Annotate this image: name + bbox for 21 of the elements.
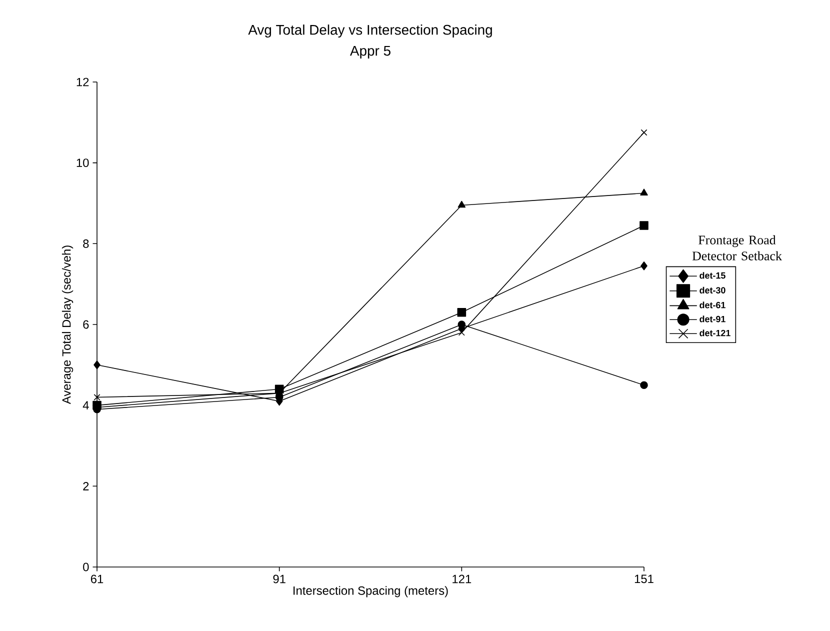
legend-title: Frontage Road Detector Setback xyxy=(692,235,782,260)
chart-title: Avg Total Delay vs Intersection Spacing xyxy=(248,24,492,38)
y-tick-label: 10 xyxy=(76,158,89,168)
y-tick-label: 4 xyxy=(82,401,89,410)
y-tick-label: 8 xyxy=(83,239,89,248)
y-tick-label: 12 xyxy=(76,78,89,86)
x-tick-label: 91 xyxy=(273,574,286,584)
x-tick-label: 121 xyxy=(452,574,472,584)
y-tick-label: 0 xyxy=(83,562,89,572)
x-axis-title: Intersection Spacing (meters) xyxy=(294,586,448,598)
x-tick-label: 151 xyxy=(634,574,654,584)
chart-subtitle: Appr 5 xyxy=(350,46,390,58)
x-tick-label: 61 xyxy=(90,574,104,584)
legend-label: det-91 xyxy=(700,316,726,322)
y-tick-label: 2 xyxy=(83,482,89,490)
y-tick-label: 6 xyxy=(83,320,89,329)
legend-label: det-61 xyxy=(700,302,726,308)
legend-label: det-30 xyxy=(700,286,726,294)
legend-label: det-121 xyxy=(700,330,730,336)
legend-label: det-15 xyxy=(700,272,726,279)
y-axis-title: Average Total Delay (sec/veh) xyxy=(62,246,74,404)
